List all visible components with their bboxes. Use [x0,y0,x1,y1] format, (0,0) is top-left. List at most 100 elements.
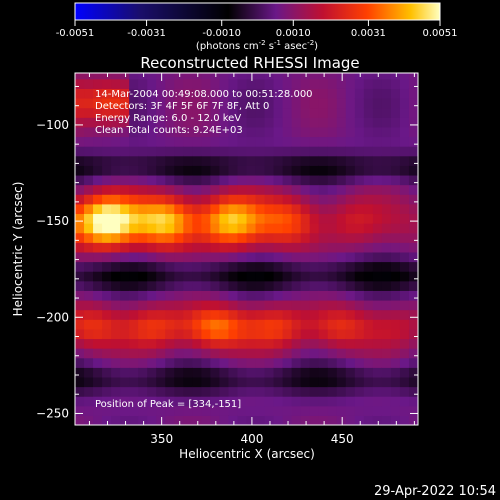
heatmap-cell [390,194,401,205]
heatmap-cell [318,290,329,301]
heatmap-cell [183,328,193,340]
heatmap-cell [156,338,166,349]
heatmap-cell [228,299,239,311]
heatmap-cell [336,328,347,340]
heatmap-cell [255,223,266,234]
heatmap-cell [165,415,175,425]
heatmap-cell [138,376,148,388]
heatmap-cell [255,261,266,272]
heatmap-cell [345,280,356,291]
heatmap-cell [300,348,311,359]
heatmap-cell [255,386,266,397]
heatmap-cell [219,73,230,80]
heatmap-cell [309,232,320,243]
heatmap-cell [282,328,293,340]
heatmap-cell [336,348,347,359]
heatmap-cell [354,98,365,109]
heatmap-cell [138,357,148,368]
heatmap-cell [138,309,148,320]
heatmap-cell [219,107,230,118]
heatmap-cell [354,136,365,147]
heatmap-cell [210,194,221,205]
heatmap-cell [318,251,329,263]
heatmap-cell [399,155,410,166]
heatmap-cell [354,73,365,80]
heatmap-cell [192,136,202,147]
heatmap-cell [390,290,401,301]
heatmap-cell [264,251,275,263]
heatmap-cell [138,280,148,291]
heatmap-cell [201,338,211,349]
heatmap-cell [318,415,329,425]
heatmap-cell [192,203,202,215]
heatmap-cell [246,357,257,368]
heatmap-cell [291,405,302,416]
heatmap-cell [345,357,356,368]
heatmap-cell [174,107,184,118]
heatmap-cell [354,299,365,311]
heatmap-cell [273,126,284,138]
heatmap-cell [327,357,338,368]
heatmap-cell [372,126,383,138]
heatmap-cell [183,309,193,320]
heatmap-cell [282,136,293,147]
heatmap-cell [201,98,211,109]
heatmap-cell [84,174,94,186]
heatmap-cell [390,376,401,388]
heatmap-cell [309,136,320,147]
heatmap-cell [264,376,275,388]
heatmap-cell [318,376,329,388]
heatmap-cell [255,328,266,340]
heatmap-cell [174,213,184,224]
heatmap-cell [381,155,392,166]
heatmap-cell [327,98,338,109]
heatmap-cell [138,184,148,195]
heatmap-cell [372,280,383,291]
heatmap-cell [408,242,418,253]
heatmap-cell [399,415,410,425]
heatmap-cell [102,155,112,166]
heatmap-cell [156,73,166,80]
heatmap-cell [75,396,85,407]
heatmap-cell [138,194,148,205]
heatmap-cell [147,232,157,243]
heatmap-cell [84,396,94,407]
heatmap-cell [210,338,221,349]
heatmap-cell [219,203,230,215]
heatmap-cell [273,98,284,109]
heatmap-cell [147,415,157,425]
heatmap-cell [399,280,410,291]
heatmap-cell [345,184,356,195]
heatmap-cell [219,223,230,234]
heatmap-cell [228,203,239,215]
heatmap-cell [237,223,248,234]
heatmap-cell [372,261,383,272]
heatmap-cell [84,376,94,388]
heatmap-cell [138,261,148,272]
heatmap-cell [327,386,338,397]
heatmap-cell [84,280,94,291]
heatmap-cell [237,126,248,138]
heatmap-cell [336,415,347,425]
heatmap-cell [327,319,338,330]
heatmap-cell [129,357,139,368]
heatmap-cell [300,88,311,99]
heatmap-cell [282,98,293,109]
heatmap-cell [336,299,347,311]
heatmap-cell [381,280,392,291]
heatmap-cell [372,232,383,243]
heatmap-cell [75,386,85,397]
heatmap-cell [102,280,112,291]
heatmap-cell [93,242,103,253]
heatmap-cell [156,174,166,186]
heatmap-cell [363,165,374,176]
heatmap-cell [93,261,103,272]
heatmap-cell [309,405,320,416]
heatmap-cell [381,73,392,80]
heatmap-cell [183,280,193,291]
heatmap-cell [219,232,230,243]
heatmap-cell [273,155,284,166]
heatmap-cell [300,328,311,340]
heatmap-cell [156,232,166,243]
heatmap-cell [318,73,329,80]
